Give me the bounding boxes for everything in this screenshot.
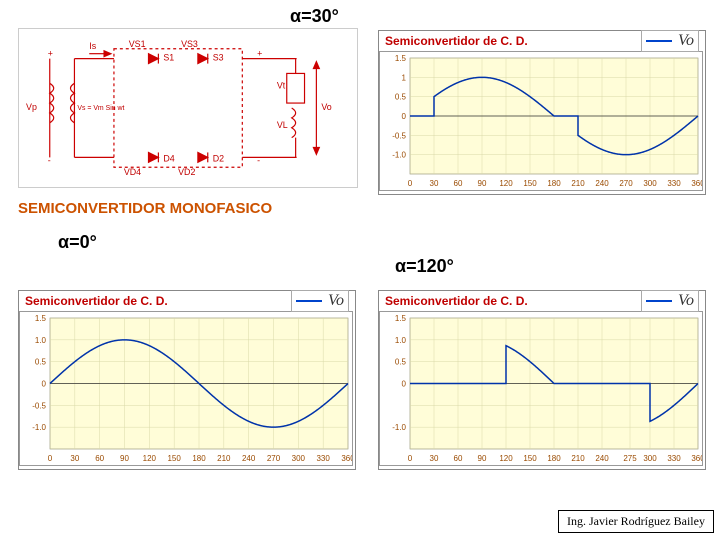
svg-text:0: 0 bbox=[42, 380, 47, 389]
footer-author: Ing. Javier Rodríguez Bailey bbox=[558, 510, 714, 533]
svg-text:330: 330 bbox=[316, 454, 330, 463]
chart-30-plot: -1.0 -0.5 0 0.5 1 1.5 0 30 60 90 120 150 180 210 240 27… bbox=[379, 51, 703, 191]
svg-text:120: 120 bbox=[499, 179, 513, 188]
circuit-label-s1: S1 bbox=[163, 53, 174, 63]
chart-120-legend: Vo bbox=[641, 290, 699, 312]
svg-text:0: 0 bbox=[48, 454, 53, 463]
svg-text:-0.5: -0.5 bbox=[32, 401, 46, 410]
svg-text:0: 0 bbox=[402, 112, 407, 121]
chart-0-title: Semiconvertidor de C. D. bbox=[25, 294, 291, 308]
svg-text:120: 120 bbox=[143, 454, 157, 463]
chart-120-plot: -1.0 0 0.5 1.0 1.5 0 30 60 90 120 150 180 210 240 275 3… bbox=[379, 311, 703, 466]
svg-text:30: 30 bbox=[430, 179, 439, 188]
svg-text:+: + bbox=[48, 49, 53, 59]
svg-text:330: 330 bbox=[667, 454, 681, 463]
circuit-label-vd2: VD2 bbox=[178, 167, 195, 177]
svg-text:1.5: 1.5 bbox=[35, 314, 47, 323]
svg-text:90: 90 bbox=[478, 179, 487, 188]
svg-text:1.5: 1.5 bbox=[395, 54, 407, 63]
svg-text:1.0: 1.0 bbox=[35, 336, 47, 345]
alpha-30-label: α=30° bbox=[290, 6, 339, 27]
circuit-label-s3: S3 bbox=[213, 53, 224, 63]
circuit-label-vo: Vo bbox=[321, 102, 331, 112]
svg-text:60: 60 bbox=[95, 454, 104, 463]
svg-text:150: 150 bbox=[167, 454, 181, 463]
svg-text:270: 270 bbox=[267, 454, 281, 463]
circuit-label-vs3: VS3 bbox=[181, 39, 198, 49]
svg-text:330: 330 bbox=[667, 179, 681, 188]
svg-text:0.5: 0.5 bbox=[35, 358, 47, 367]
circuit-label-vt: Vt bbox=[277, 80, 286, 90]
chart-30-legend: Vo bbox=[641, 30, 699, 52]
circuit-label-d4: D4 bbox=[163, 153, 174, 163]
svg-text:180: 180 bbox=[547, 454, 561, 463]
svg-text:300: 300 bbox=[643, 454, 657, 463]
chart-0-plot: -1.0 -0.5 0 0.5 1.0 1.5 0 30 60 90 120 150 180 210 240… bbox=[19, 311, 353, 466]
svg-text:1.5: 1.5 bbox=[395, 314, 407, 323]
page-title: SEMICONVERTIDOR MONOFASICO bbox=[18, 200, 272, 217]
svg-text:60: 60 bbox=[454, 179, 463, 188]
svg-text:1.0: 1.0 bbox=[395, 336, 407, 345]
svg-text:180: 180 bbox=[547, 179, 561, 188]
svg-text:0.5: 0.5 bbox=[395, 93, 407, 102]
svg-text:90: 90 bbox=[120, 454, 129, 463]
svg-text:90: 90 bbox=[478, 454, 487, 463]
svg-text:240: 240 bbox=[595, 179, 609, 188]
legend-text: Vo bbox=[678, 292, 694, 310]
chart-alpha-0: Semiconvertidor de C. D. Vo -1.0 -0.5 0 0.5… bbox=[18, 290, 356, 470]
svg-text:210: 210 bbox=[571, 454, 585, 463]
legend-text: Vo bbox=[328, 292, 344, 310]
svg-text:270: 270 bbox=[619, 179, 633, 188]
svg-text:360: 360 bbox=[691, 454, 703, 463]
legend-line-icon bbox=[646, 300, 672, 302]
circuit-label-vl: VL bbox=[277, 120, 288, 130]
svg-text:240: 240 bbox=[595, 454, 609, 463]
circuit-label-vd4: VD4 bbox=[124, 167, 141, 177]
svg-text:-: - bbox=[48, 155, 51, 165]
circuit-label-vs1: VS1 bbox=[129, 39, 146, 49]
svg-text:-: - bbox=[257, 155, 260, 165]
circuit-label-vs: Vs = Vm Sin wt bbox=[77, 105, 124, 112]
svg-text:360: 360 bbox=[341, 454, 353, 463]
svg-text:180: 180 bbox=[192, 454, 206, 463]
chart-0-legend: Vo bbox=[291, 290, 349, 312]
svg-text:275: 275 bbox=[623, 454, 637, 463]
svg-text:0: 0 bbox=[408, 179, 413, 188]
circuit-diagram: Vp Is Vs = Vm Sin wt VS1 S1 VS3 S3 VD4 D… bbox=[18, 28, 358, 188]
svg-text:0.5: 0.5 bbox=[395, 358, 407, 367]
chart-120-title: Semiconvertidor de C. D. bbox=[385, 294, 641, 308]
svg-text:210: 210 bbox=[571, 179, 585, 188]
svg-text:150: 150 bbox=[523, 179, 537, 188]
svg-text:120: 120 bbox=[499, 454, 513, 463]
svg-text:-0.5: -0.5 bbox=[392, 131, 406, 140]
svg-text:-1.0: -1.0 bbox=[32, 423, 46, 432]
svg-text:60: 60 bbox=[454, 454, 463, 463]
svg-text:30: 30 bbox=[70, 454, 79, 463]
svg-text:30: 30 bbox=[430, 454, 439, 463]
chart-30-title: Semiconvertidor de C. D. bbox=[385, 34, 641, 48]
svg-text:210: 210 bbox=[217, 454, 231, 463]
chart-alpha-30: Semiconvertidor de C. D. Vo -1.0 -0.5 0 0.5… bbox=[378, 30, 706, 195]
circuit-label-vp: Vp bbox=[26, 102, 37, 112]
svg-text:300: 300 bbox=[292, 454, 306, 463]
svg-text:150: 150 bbox=[523, 454, 537, 463]
chart-alpha-120: Semiconvertidor de C. D. Vo -1.0 0 0.5 1.0 1… bbox=[378, 290, 706, 470]
alpha-0-label: α=0° bbox=[58, 232, 97, 253]
svg-text:1: 1 bbox=[402, 73, 407, 82]
svg-text:240: 240 bbox=[242, 454, 256, 463]
svg-text:-1.0: -1.0 bbox=[392, 423, 406, 432]
svg-text:-1.0: -1.0 bbox=[392, 151, 406, 160]
legend-text: Vo bbox=[678, 32, 694, 50]
legend-line-icon bbox=[646, 40, 672, 42]
alpha-120-label: α=120° bbox=[395, 256, 454, 277]
svg-text:+: + bbox=[257, 49, 262, 59]
svg-text:0: 0 bbox=[408, 454, 413, 463]
svg-text:360: 360 bbox=[691, 179, 703, 188]
circuit-label-d2: D2 bbox=[213, 153, 224, 163]
svg-text:300: 300 bbox=[643, 179, 657, 188]
legend-line-icon bbox=[296, 300, 322, 302]
svg-text:0: 0 bbox=[402, 380, 407, 389]
circuit-label-is: Is bbox=[89, 41, 96, 51]
